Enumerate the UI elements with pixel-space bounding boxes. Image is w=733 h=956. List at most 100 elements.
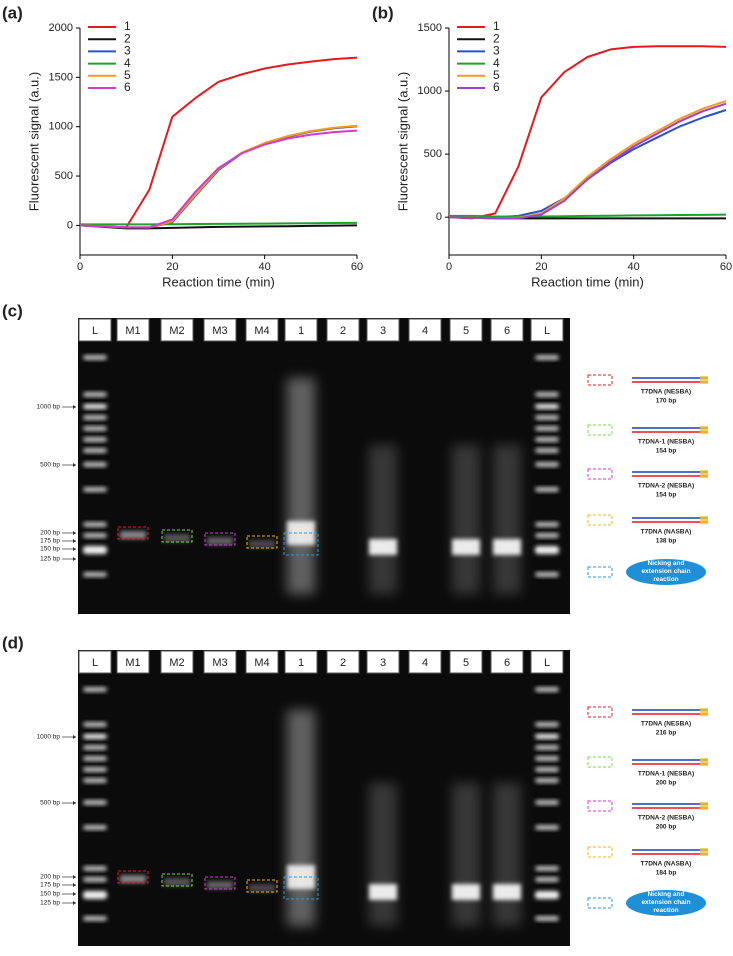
ladder-band <box>83 462 107 467</box>
ladder-band <box>83 891 107 899</box>
lane-label: L <box>544 657 550 669</box>
legend-size: 154 bp <box>656 492 677 499</box>
x-tick-label: 0 <box>446 261 452 273</box>
lane-label-box <box>160 650 194 674</box>
legend-size: 200 bp <box>656 824 677 831</box>
legend-size: 154 bp <box>656 448 677 455</box>
y-tick-label: 2000 <box>49 22 73 34</box>
lane-label: M3 <box>212 325 227 337</box>
legend-size: 170 bp <box>656 398 677 405</box>
legend-dashed-box <box>587 514 613 526</box>
lane-label-box <box>326 318 360 342</box>
marker-arrowhead <box>73 557 76 561</box>
ladder-band <box>83 426 107 431</box>
marker-arrowhead <box>73 735 76 739</box>
ladder-band <box>83 778 107 783</box>
ladder-band <box>535 448 559 453</box>
lane-label: M1 <box>125 657 140 669</box>
y-tick-label: 0 <box>67 219 73 231</box>
gel-dashed-box <box>246 535 278 549</box>
legend-dashed-box <box>587 424 613 436</box>
sample-smear <box>493 783 521 926</box>
x-tick-label: 20 <box>535 261 547 273</box>
lane-label: 2 <box>340 657 346 669</box>
ladder-band <box>83 916 107 921</box>
legend-label: 2 <box>493 31 500 45</box>
ladder-band <box>535 522 559 527</box>
marker-arrowhead <box>73 801 76 805</box>
lane-label-box <box>530 650 564 674</box>
legend-dashed-box <box>587 566 613 578</box>
ladder-band <box>535 778 559 783</box>
ladder-band <box>535 756 559 761</box>
dna-end <box>700 758 708 766</box>
legend-name: T7DNA-2 (NESBA) <box>638 483 694 490</box>
lane-label-box <box>366 650 400 674</box>
dna-end <box>700 848 708 856</box>
legend-name: Nicking and extension chain reaction <box>641 560 691 583</box>
ladder-band <box>83 533 107 538</box>
size-marker: 500 bp <box>40 800 60 807</box>
ladder-band <box>83 404 107 409</box>
lane-label-box <box>78 650 112 674</box>
marker-arrowhead <box>73 463 76 467</box>
sample-band <box>493 539 521 555</box>
ladder-band <box>83 745 107 750</box>
legend-size: 216 bp <box>656 730 677 737</box>
lane-label-box <box>449 318 483 342</box>
size-marker: 1000 bp <box>37 404 61 411</box>
y-axis-label: Fluorescent signal (a.u.) <box>395 72 410 211</box>
lane-label-box <box>116 650 150 674</box>
series-line <box>449 109 727 219</box>
legend-name: T7DNA-2 (NESBA) <box>638 815 694 822</box>
y-tick-label: 1000 <box>49 121 73 133</box>
x-tick-label: 20 <box>166 261 178 273</box>
sample-smear <box>369 445 397 594</box>
y-tick-label: 1000 <box>418 85 442 97</box>
size-marker: 150 bp <box>40 891 60 898</box>
series-line <box>79 56 358 229</box>
ladder-band <box>83 877 107 882</box>
series-line <box>448 102 727 220</box>
lane-label: 3 <box>380 657 386 669</box>
lane-label: 6 <box>504 657 510 669</box>
marker-arrowhead <box>73 539 76 543</box>
ladder-band <box>535 734 559 739</box>
gel-dashed-box <box>161 529 193 543</box>
ladder-band <box>83 734 107 739</box>
sample-band <box>369 884 397 900</box>
lane-label-box <box>326 650 360 674</box>
gel-dashed-box <box>204 532 236 546</box>
ladder-band <box>535 916 559 921</box>
legend-name: T7DNA (NESBA) <box>641 721 691 728</box>
sample-smear <box>287 710 315 926</box>
legend-name: T7DNA-1 (NESBA) <box>638 439 694 446</box>
ladder-band <box>535 487 559 492</box>
y-tick-label: 500 <box>55 170 73 182</box>
dna-end <box>700 802 708 810</box>
ladder-band <box>535 877 559 882</box>
legend-name: T7DNA-1 (NESBA) <box>638 771 694 778</box>
legend-dashed-box <box>587 756 613 768</box>
ladder-band <box>535 392 559 397</box>
ladder-band <box>535 891 559 899</box>
lane-label: 2 <box>340 325 346 337</box>
y-tick-label: 0 <box>436 211 442 223</box>
gel-dashed-box <box>246 879 278 893</box>
legend-name: T7DNA (NESBA) <box>641 389 691 396</box>
sample-band <box>164 534 190 542</box>
gel-dashed-box <box>161 873 193 887</box>
dna-end <box>700 376 708 384</box>
legend-dashed-box <box>587 800 613 812</box>
sample-band <box>493 884 521 900</box>
ladder-band <box>535 745 559 750</box>
lane-label-box <box>449 650 483 674</box>
ladder-band <box>83 448 107 453</box>
ladder-band <box>83 767 107 772</box>
ladder-band <box>535 866 559 871</box>
x-axis-label: Reaction time (min) <box>531 274 644 289</box>
lane-label: M2 <box>169 325 184 337</box>
sample-smear <box>369 783 397 926</box>
ladder-band <box>535 800 559 805</box>
